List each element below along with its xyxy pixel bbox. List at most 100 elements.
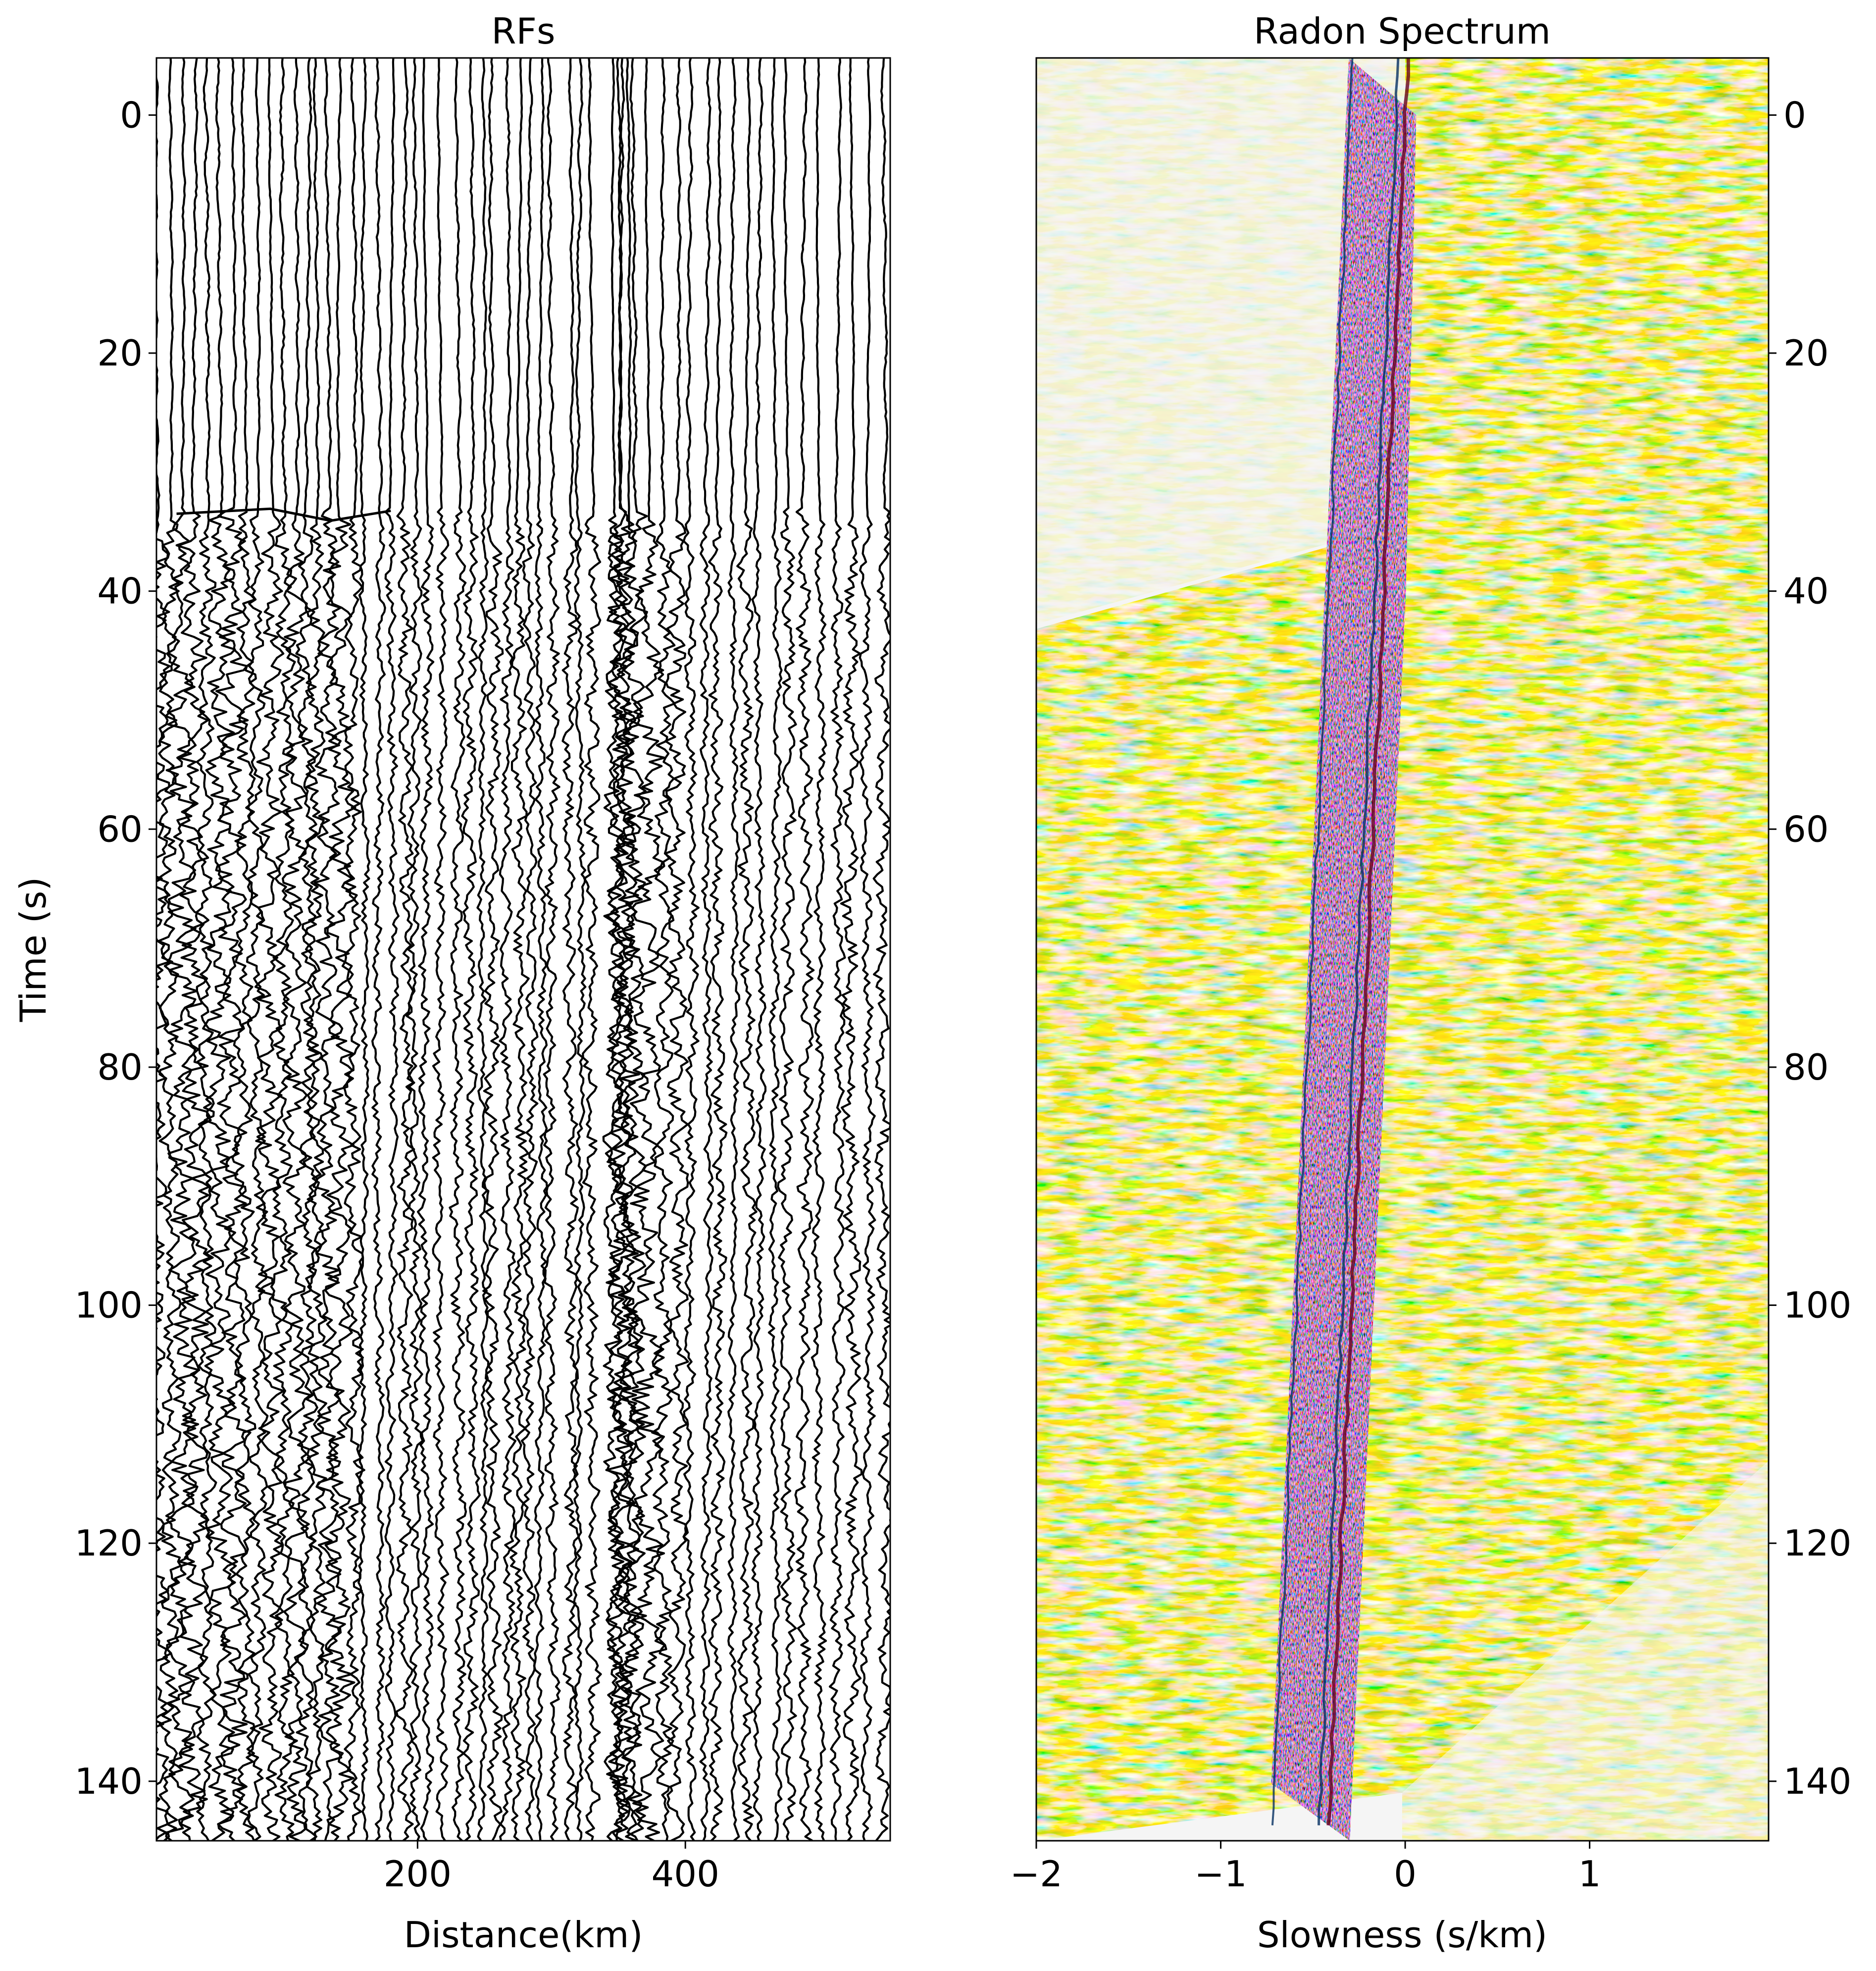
rf-onset-spike	[176, 507, 391, 522]
rf-trace	[828, 58, 846, 1841]
radon-panel: Radon Spectrum Slowness (s/km) −2 −1 0 1 0 2…	[1010, 10, 1852, 1956]
rf-trace	[767, 58, 783, 1841]
rf-trace	[561, 58, 580, 1841]
y-tick-label: 140	[1783, 1761, 1851, 1802]
x-tick-label: 1	[1578, 1853, 1601, 1895]
rf-trace	[811, 58, 827, 1841]
x-tick-label: −1	[1194, 1853, 1247, 1895]
rf-trace	[461, 58, 481, 1841]
radon-band-ridge	[1318, 58, 1400, 1825]
rf-trace	[384, 58, 400, 1841]
radon-heatmap	[1036, 58, 1769, 1841]
radon-energy-band	[1271, 58, 1417, 1841]
rf-trace	[357, 58, 371, 1841]
y-tick-label: 140	[75, 1761, 143, 1802]
y-tick-label: 120	[1783, 1522, 1851, 1564]
rf-trace	[432, 58, 450, 1841]
rf-trace	[195, 58, 217, 1841]
y-tick-label: 120	[75, 1522, 143, 1564]
rf-trace	[157, 58, 182, 1841]
rf-trace	[859, 58, 876, 1841]
rf-trace	[312, 58, 343, 1841]
rf-trace	[270, 58, 296, 1841]
y-tick-label: 40	[1783, 571, 1829, 612]
rf-trace	[682, 58, 700, 1841]
y-tick-label: 40	[97, 571, 143, 612]
rf-trace	[542, 58, 561, 1841]
radon-lower-right-fan	[1402, 1461, 1769, 1841]
rf-trace	[508, 58, 530, 1841]
rf-trace	[341, 58, 365, 1841]
rf-trace	[406, 58, 424, 1841]
radon-axes-frame	[1035, 57, 1770, 1842]
rf-trace	[245, 58, 269, 1841]
rf-trace	[476, 58, 490, 1841]
x-tick-label: −2	[1010, 1853, 1063, 1895]
rf-trace	[629, 58, 667, 1841]
rf-trace	[872, 58, 890, 1841]
y-tick-label: 60	[1783, 808, 1829, 850]
rfs-y-ticks: 0 20 40 60 80 100 120 140	[75, 94, 156, 1802]
rfs-x-ticks: 200 400	[384, 1841, 719, 1895]
radon-x-ticks: −2 −1 0 1	[1010, 1841, 1601, 1895]
rf-trace	[416, 58, 435, 1841]
rf-trace	[203, 58, 237, 1841]
radon-band-ridge	[1326, 58, 1411, 1826]
y-tick-label: 20	[97, 332, 143, 374]
rf-trace	[533, 58, 548, 1841]
rf-trace	[481, 58, 504, 1841]
y-tick-label: 20	[1783, 332, 1829, 374]
y-tick-label: 0	[120, 94, 143, 136]
rf-trace	[727, 58, 741, 1841]
rf-trace	[231, 58, 257, 1841]
y-tick-label: 80	[97, 1046, 143, 1088]
y-tick-label: 100	[75, 1285, 143, 1326]
x-tick-label: 0	[1394, 1853, 1417, 1895]
radon-title: Radon Spectrum	[1254, 10, 1551, 52]
rfs-x-axis-label: Distance(km)	[404, 1914, 643, 1956]
rf-trace	[156, 58, 171, 1841]
rf-trace	[651, 58, 676, 1841]
rf-trace	[602, 58, 627, 1841]
radon-x-axis-label: Slowness (s/km)	[1257, 1914, 1547, 1956]
rf-trace	[254, 58, 285, 1841]
rf-trace	[176, 58, 212, 1841]
radon-upper-left-faint-texture	[1036, 58, 1406, 624]
x-tick-label: 200	[384, 1853, 452, 1895]
rf-trace	[520, 58, 539, 1841]
rf-trace	[613, 58, 642, 1841]
radon-textured-field	[1036, 58, 1769, 1841]
rf-trace	[664, 58, 689, 1841]
rf-trace	[616, 58, 648, 1841]
rf-trace	[708, 58, 728, 1841]
rf-trace	[303, 58, 328, 1841]
rf-trace	[777, 58, 797, 1841]
y-tick-label: 60	[97, 808, 143, 850]
y-tick-label: 80	[1783, 1046, 1829, 1088]
rf-trace	[281, 58, 312, 1841]
rf-trace	[371, 58, 386, 1841]
x-tick-label: 400	[652, 1853, 719, 1895]
rf-trace	[573, 58, 587, 1841]
rf-trace	[215, 58, 252, 1841]
rf-trace	[794, 58, 815, 1841]
radon-y-ticks: 0 20 40 60 80 100 120 140	[1769, 94, 1851, 1802]
y-tick-label: 100	[1783, 1285, 1851, 1326]
rf-trace	[395, 58, 415, 1841]
rf-traces	[156, 58, 890, 1841]
rf-trace	[699, 58, 714, 1841]
rf-trace	[736, 58, 758, 1841]
rf-trace	[840, 58, 863, 1841]
rfs-y-axis-label: Time (s)	[12, 877, 54, 1023]
rfs-panel: RFs Distance(km) Time (s) 200 400 0 20 40 60…	[12, 10, 891, 1956]
rf-trace	[751, 58, 767, 1841]
rf-trace	[324, 58, 356, 1841]
rf-trace	[582, 58, 602, 1841]
rfs-title: RFs	[492, 10, 556, 52]
radon-band-ridge	[1271, 58, 1354, 1825]
rf-trace	[604, 58, 642, 1841]
rf-trace	[499, 58, 517, 1841]
rfs-axes-frame	[155, 57, 891, 1842]
y-tick-label: 0	[1783, 94, 1806, 136]
